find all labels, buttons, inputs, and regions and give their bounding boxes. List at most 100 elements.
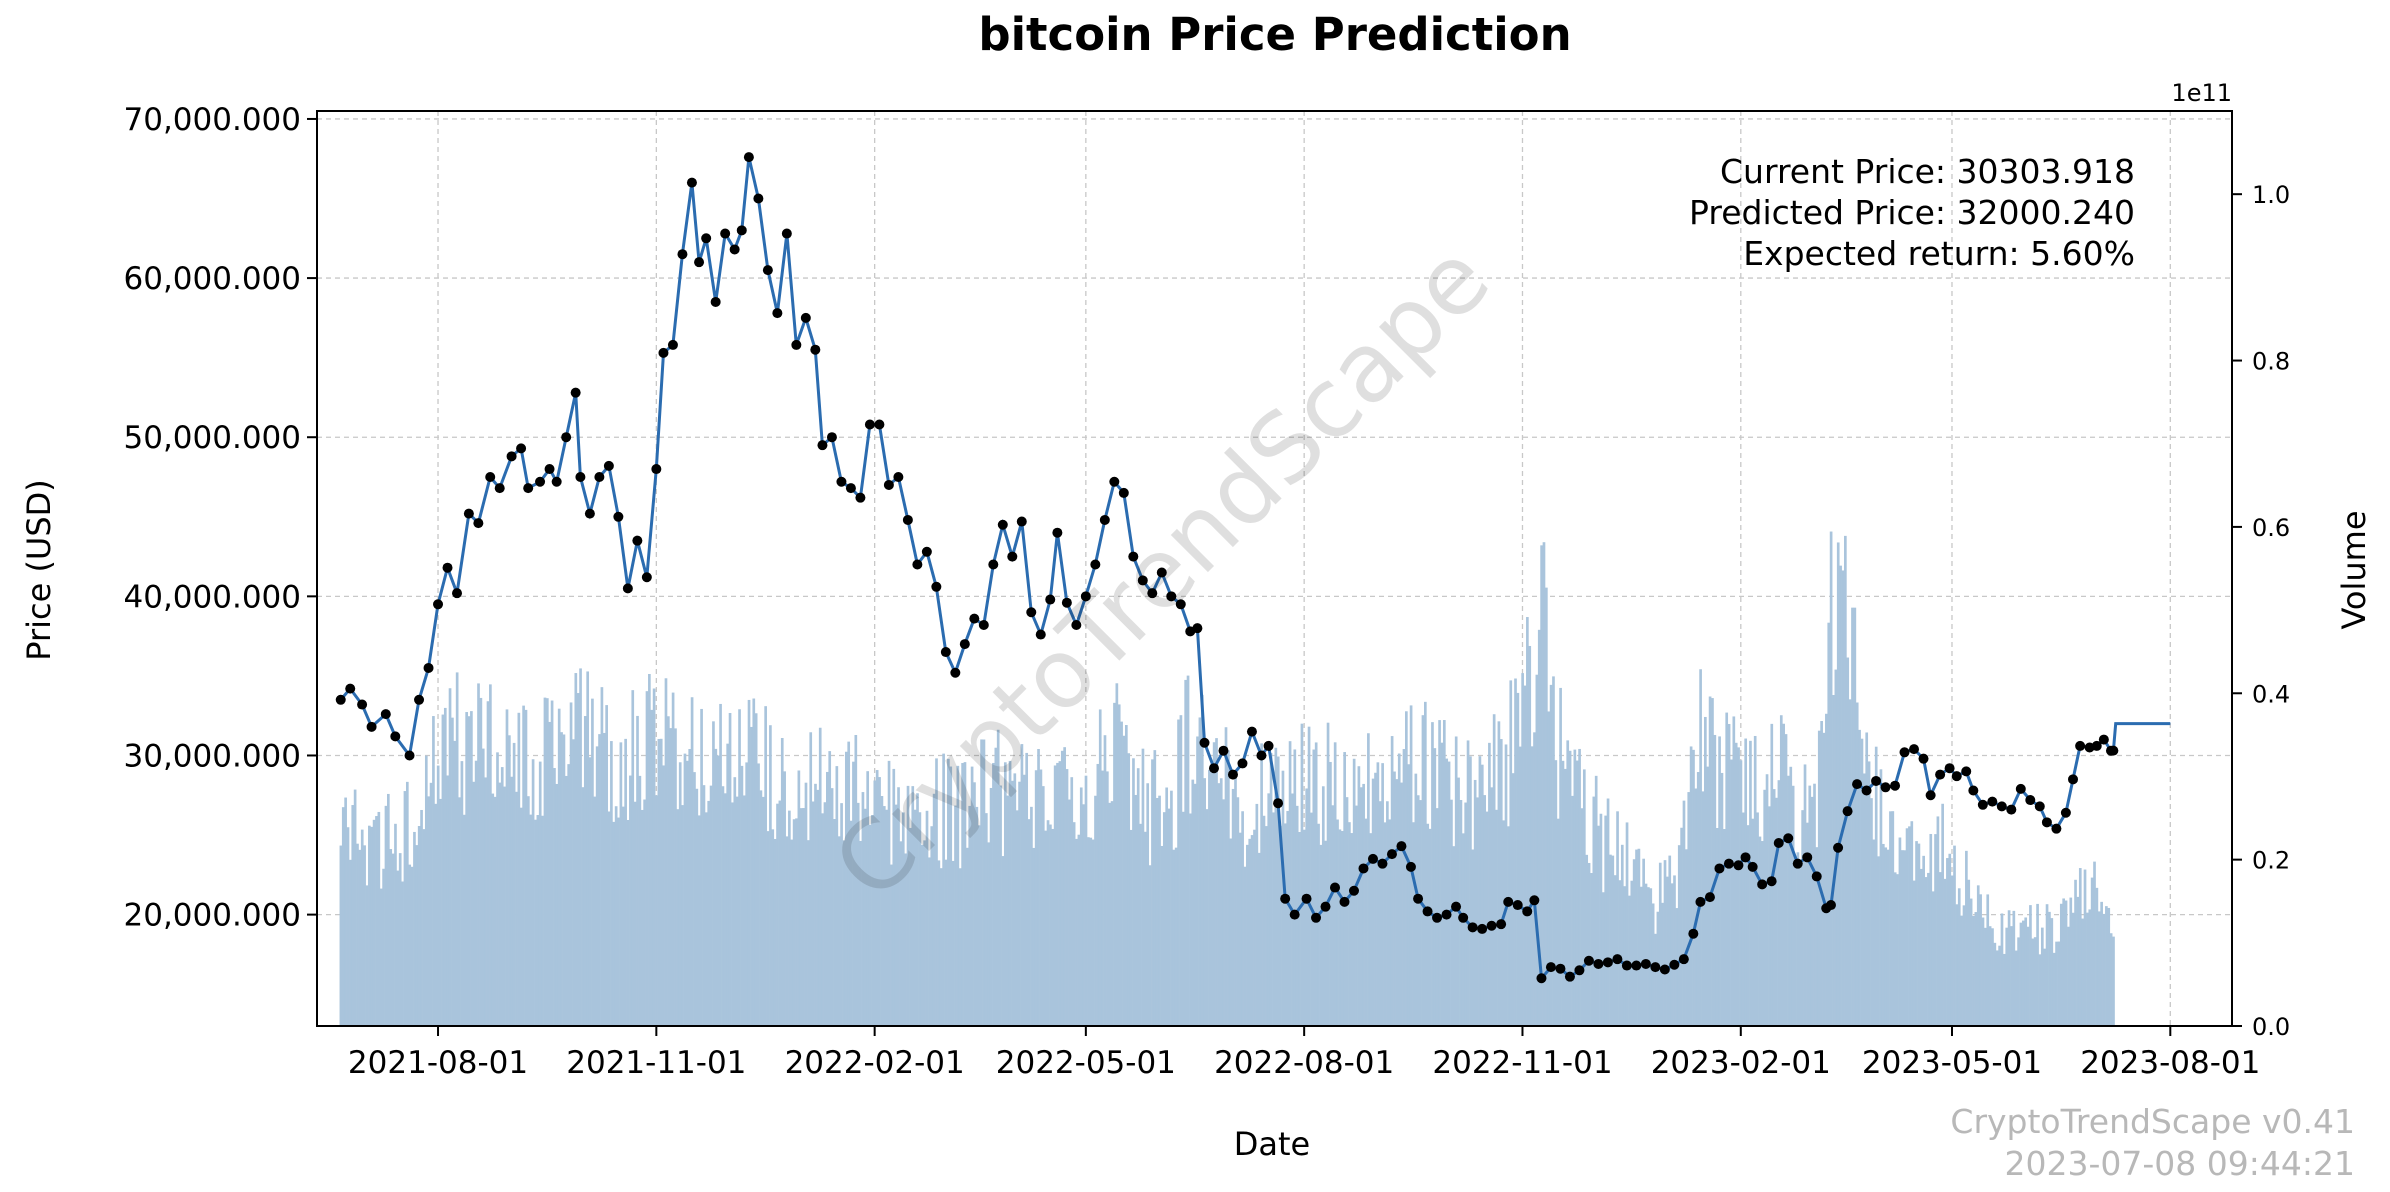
volume-bar (481, 748, 485, 1026)
volume-bar (560, 732, 563, 1026)
volume-bar (1666, 876, 1669, 1026)
price-point (729, 244, 740, 255)
price-point (1263, 740, 1274, 751)
volume-bar (1319, 844, 1323, 1026)
price-point (390, 731, 401, 742)
volume-bar (738, 709, 741, 1026)
price-point (1256, 750, 1267, 761)
price-point (404, 750, 415, 761)
volume-bar (2090, 877, 2094, 1026)
price-point (1833, 842, 1844, 853)
volume-bar (863, 808, 867, 1026)
volume-bar (1642, 858, 1645, 1026)
volume-bar (2038, 954, 2042, 1026)
volume-bar (823, 802, 827, 1026)
volume-bar (999, 785, 1002, 1026)
volume-bar (785, 836, 789, 1026)
volume-bar (427, 796, 431, 1026)
volume-bar (1708, 696, 1712, 1026)
volume-tick-label: 0.0 (2252, 1013, 2290, 1041)
volume-bar (1594, 775, 1598, 1026)
volume-bar (1419, 800, 1422, 1026)
volume-bar (966, 847, 969, 1026)
volume-bar (1981, 917, 1985, 1026)
volume-bar (631, 690, 635, 1026)
volume-bar (1784, 734, 1788, 1026)
volume-bar (890, 864, 893, 1026)
volume-bar (1841, 570, 1845, 1026)
price-point (997, 519, 1008, 530)
price-point (2075, 740, 2086, 751)
volume-bar (1953, 845, 1956, 1026)
volume-bar (422, 829, 426, 1026)
price-point (2025, 795, 2036, 806)
volume-bar (1794, 860, 1797, 1026)
volume-bar (652, 688, 656, 1026)
volume-bar (524, 709, 528, 1026)
volume-bar (1129, 829, 1133, 1026)
volume-bar (2005, 927, 2009, 1026)
volume-bar (2029, 905, 2032, 1026)
volume-bar (1969, 898, 1973, 1026)
volume-bar (892, 768, 896, 1026)
volume-bar (1189, 813, 1192, 1026)
volume-bar (1606, 798, 1610, 1026)
price-point (772, 308, 783, 319)
volume-bar (657, 738, 661, 1026)
price-point (1925, 790, 1936, 801)
volume-bar (368, 825, 371, 1026)
prediction-line (2111, 722, 2171, 751)
volume-bar (1863, 773, 1866, 1026)
price-point (380, 709, 391, 720)
volume-bar (1172, 849, 1176, 1026)
volume-bar (669, 728, 673, 1026)
volume-bar (826, 771, 829, 1026)
volume-exponent-label: 1e11 (2171, 79, 2232, 107)
price-point (1052, 527, 1063, 538)
volume-bar (655, 795, 658, 1026)
volume-bar (1711, 698, 1714, 1026)
volume-bar (1402, 749, 1406, 1026)
price-point (1631, 960, 1642, 971)
volume-bar (1870, 798, 1873, 1026)
volume-bar (1203, 778, 1206, 1026)
price-point (720, 228, 731, 239)
price-point (1441, 909, 1452, 920)
volume-bar (1376, 762, 1380, 1026)
price-point (931, 581, 942, 592)
prediction-series-line (2111, 722, 2171, 751)
price-point (1192, 623, 1203, 634)
volume-bar (1891, 811, 1895, 1026)
price-point (535, 476, 546, 487)
volume-bar (1694, 788, 1698, 1026)
volume-bar (674, 728, 677, 1026)
volume-bar (1378, 801, 1382, 1026)
volume-bar (2043, 948, 2047, 1026)
volume-bar (1988, 926, 1992, 1026)
volume-bar (1692, 749, 1695, 1026)
volume-bar (2026, 926, 2030, 1026)
price-point (1090, 559, 1101, 570)
volume-bar (1058, 761, 1062, 1026)
volume-bar (788, 810, 791, 1026)
price-point (736, 225, 747, 236)
volume-bar (1096, 763, 1100, 1026)
volume-bar (1041, 786, 1045, 1026)
volume-bar (1374, 772, 1377, 1026)
price-point (1137, 575, 1148, 586)
volume-bar (1787, 775, 1790, 1026)
volume-bar (740, 765, 744, 1026)
price-point (1147, 588, 1158, 599)
volume-bar (650, 709, 654, 1026)
price-point (1016, 516, 1027, 527)
volume-bar (1810, 796, 1814, 1026)
price-point (1996, 801, 2007, 812)
plot-frame (316, 110, 2233, 1027)
volume-bar (1025, 752, 1029, 1026)
volume-bar (434, 803, 438, 1026)
volume-bar (1286, 811, 1290, 1026)
volume-bar (766, 831, 770, 1026)
volume-bar (930, 826, 934, 1026)
volume-bar (1205, 809, 1209, 1026)
volume-bar (728, 712, 732, 1026)
